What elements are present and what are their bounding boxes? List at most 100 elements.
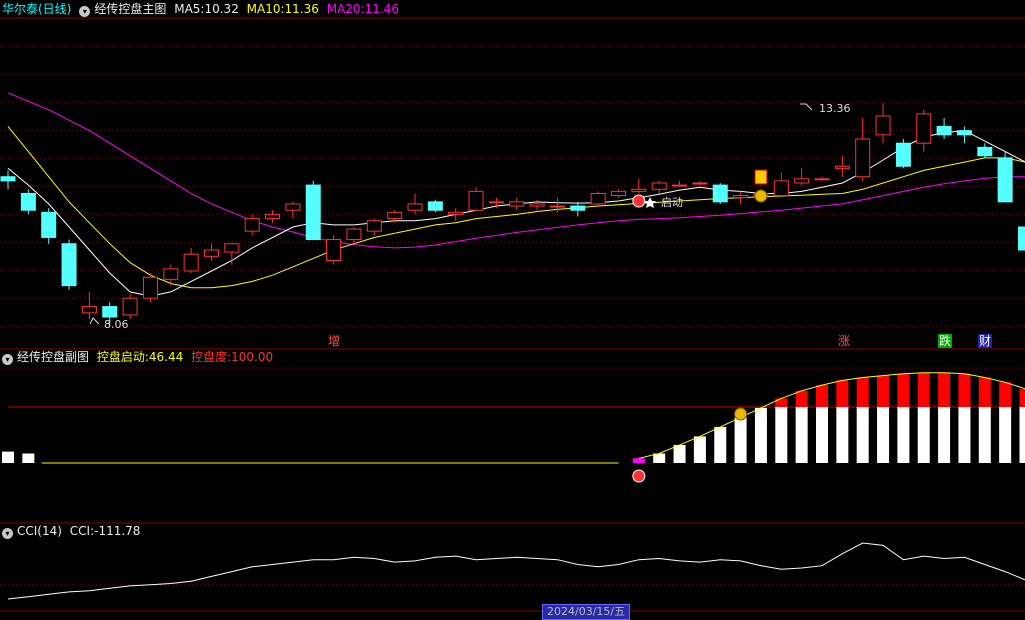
signal-die: 跌 [938,334,952,348]
candle-body [530,204,544,206]
candle-body [876,116,890,135]
candle-body [164,269,178,279]
high-price-pointer [800,104,812,110]
candle-body [917,114,931,143]
control-bar [674,445,686,463]
control-bar [999,407,1011,463]
candle-body [571,206,585,210]
sub-indicator-name[interactable]: 经传控盘副图 [17,350,89,364]
ma5-series [8,131,1025,297]
control-bar [796,407,808,463]
control-bar-strong [836,380,848,407]
control-start-value: 46.44 [149,350,183,364]
candle-body [286,204,300,210]
control-bar-strong [979,378,991,408]
candle-body [408,204,422,210]
candle-body [673,185,687,186]
control-bar [755,408,767,463]
chevron-down-icon[interactable]: ▾ [2,354,13,365]
candle-body [388,212,402,218]
candle-body [42,212,56,237]
signal-cai: 财 [978,334,992,348]
control-bar [2,452,14,463]
money-bag-icon [735,408,747,420]
candle-body [998,158,1012,202]
high-price-label: 13.36 [818,102,852,116]
candle-body [835,166,849,168]
money-bag-icon [755,190,767,202]
candle-body [652,183,666,189]
candle-body [428,202,442,210]
candle-body [612,191,626,195]
candle-body [21,193,35,210]
control-bar [918,407,930,463]
candle-body [550,206,564,207]
control-bar-strong [999,382,1011,407]
control-bars [2,373,1025,463]
candle-body [367,221,381,231]
cci-label: CCI: [70,524,94,538]
ma5-line [8,131,1025,297]
medal-icon [755,170,767,184]
signal-zhang: 涨 [837,334,851,348]
low-price-pointer [90,318,99,324]
candle-body [978,147,992,155]
ma20-line [8,93,1025,248]
candle-body [225,244,239,252]
control-degree-label: 控盘度: [191,350,231,364]
control-bar [897,407,909,463]
control-bar-strong [857,378,869,408]
candle-body [957,131,971,135]
main-indicator-name[interactable]: 经传控盘主图 [94,2,166,16]
candle-body [184,254,198,271]
control-bar [857,407,869,463]
candle-body [693,183,707,184]
ma20-value: 11.46 [365,2,399,16]
sub-header: ▾经传控盘副图 控盘启动:46.44 控盘度:100.00 [2,348,277,366]
candle-body [62,244,76,286]
control-bar [877,407,889,463]
candle-body [266,214,280,218]
chevron-down-icon[interactable]: ▾ [2,528,13,539]
control-bar-strong [897,374,909,407]
cci-indicator-name[interactable]: CCI(14) [17,524,62,538]
ma10-label: MA10: [247,2,285,16]
candle-body [713,185,727,202]
candle-body [510,202,524,206]
ma20-label: MA20: [327,2,365,16]
candle-body [734,196,748,198]
cci-series [8,543,1025,605]
start-ball-icon [633,195,645,207]
control-bar-strong [796,391,808,407]
candle-body [795,179,809,183]
candle-body [815,179,829,180]
signal-zeng: 增 [327,334,341,348]
control-bar [836,407,848,463]
cci-line [8,543,1025,605]
cci-value: -111.78 [94,524,140,538]
control-bar-strong [816,385,828,407]
cci-header: ▾ CCI(14) CCI:-111.78 [2,522,144,540]
date-cursor-box: 2024/03/15/五 [542,604,630,620]
marks [90,104,812,482]
candle-body [347,229,361,239]
candle-body [774,181,788,196]
candle-body [937,126,951,134]
control-bar-strong [918,373,930,407]
control-bar-strong [775,398,787,407]
control-bar [1020,407,1025,463]
candle-body [103,307,117,317]
candle-body [306,185,320,239]
candle-body [449,212,463,214]
control-bar [816,407,828,463]
ma5-label: MA5: [174,2,204,16]
candle-body [327,240,341,261]
candle-body [143,277,157,298]
start-label: 启动 [660,196,684,210]
main-header: 华尔泰(日线)▾经传控盘主图 MA5:10.32 MA10:11.36 MA20… [2,0,403,18]
chevron-down-icon[interactable]: ▾ [79,6,90,17]
candle-body [856,139,870,177]
ma10-value: 11.36 [285,2,319,16]
candle-body [205,250,219,256]
star-icon [644,197,656,208]
